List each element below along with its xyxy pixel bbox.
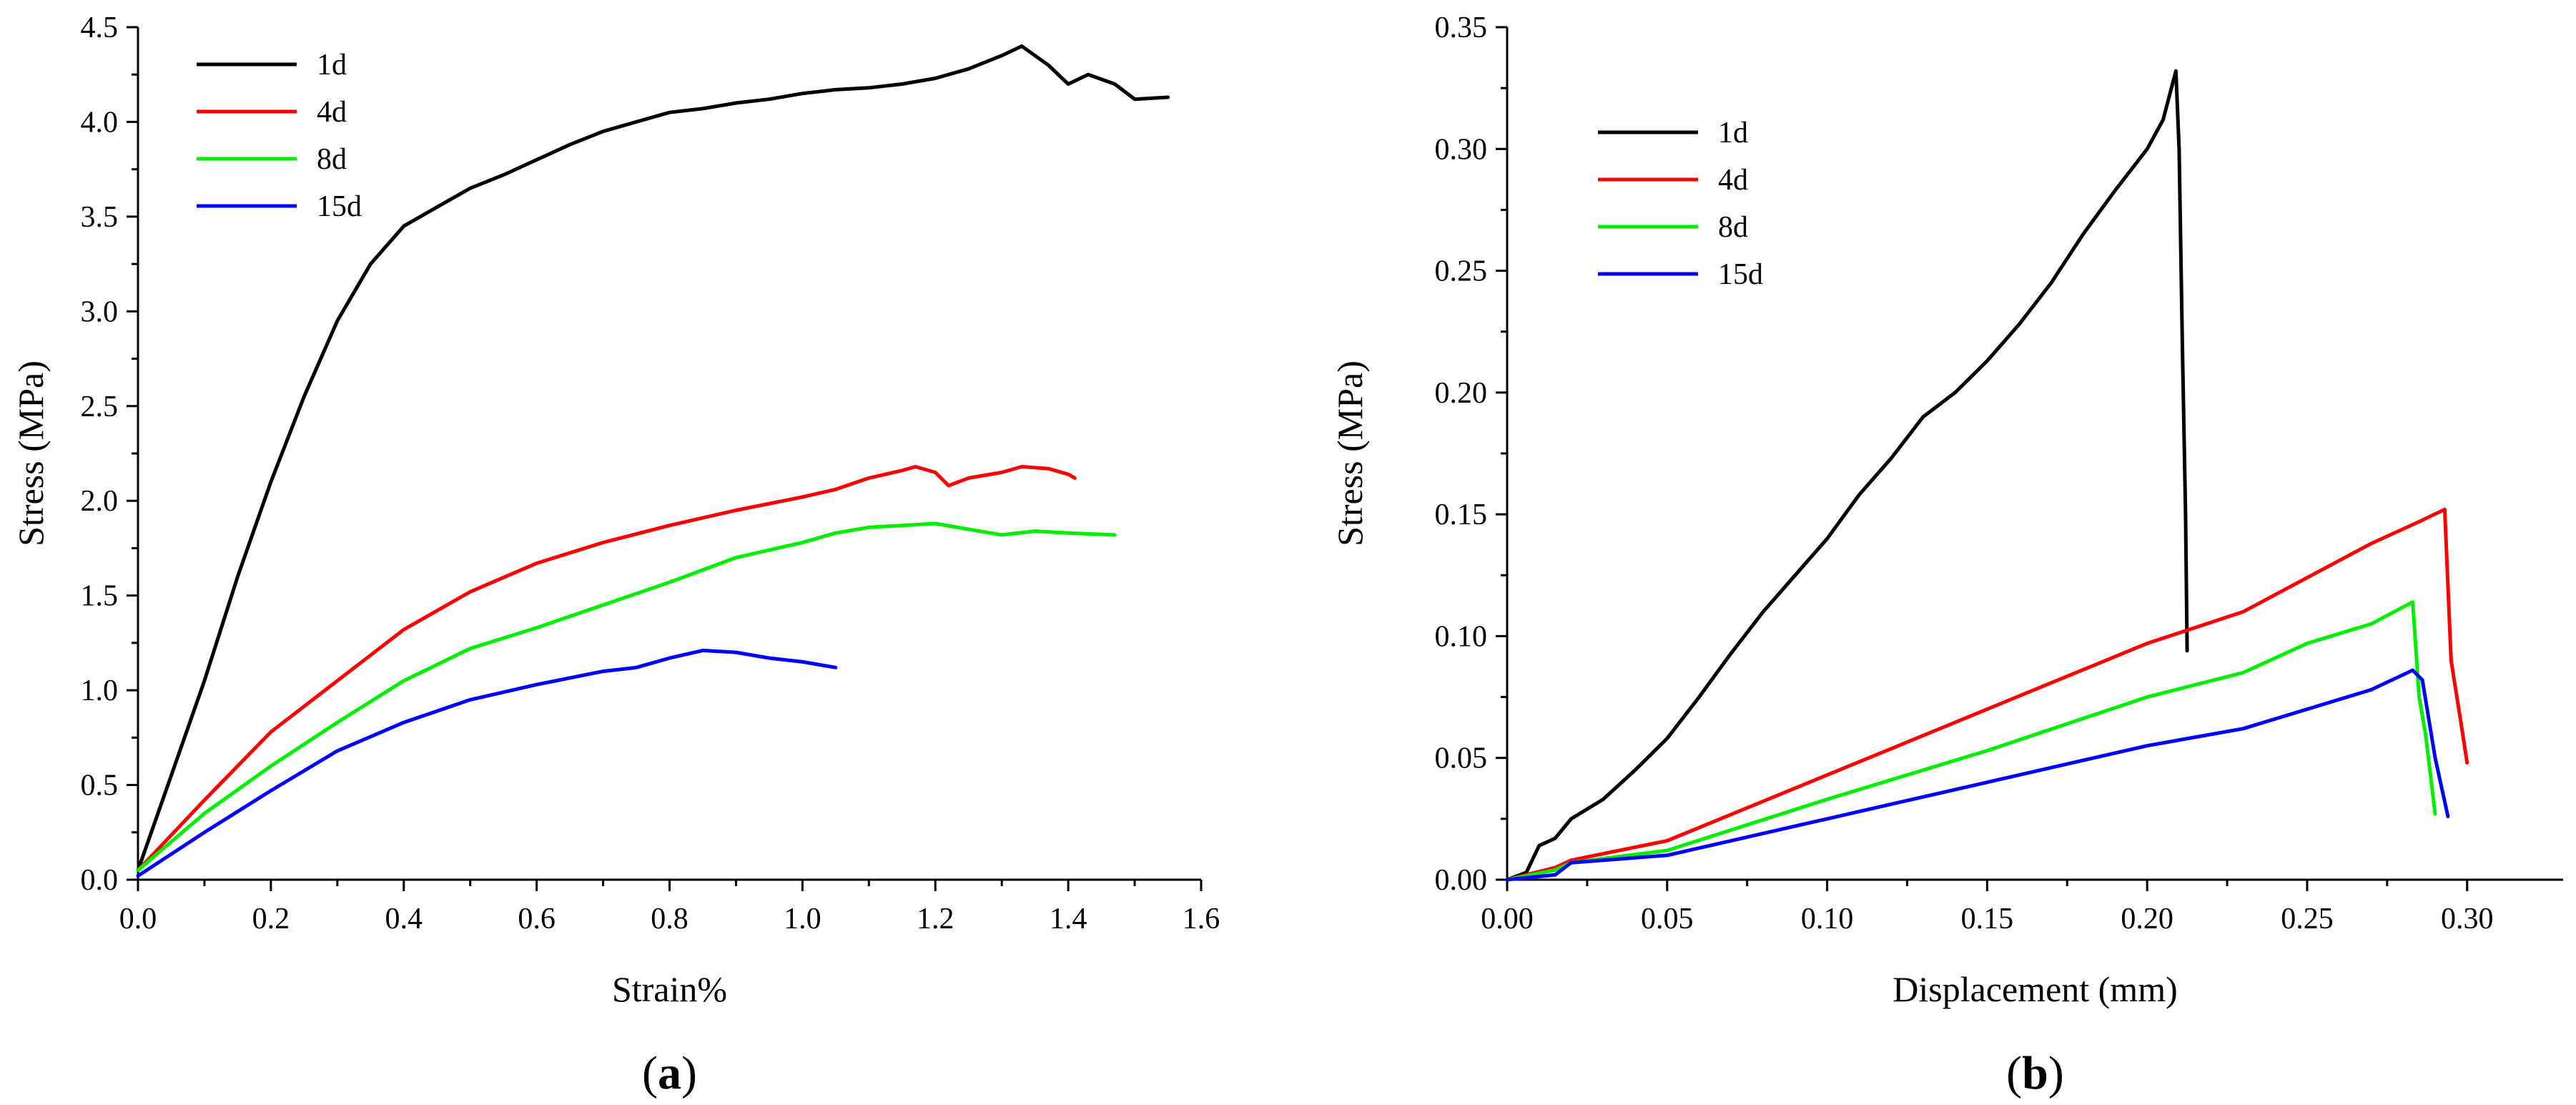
panel-label-letter: a [658, 1047, 681, 1099]
series-line-4d [136, 465, 1077, 873]
x-tick-label: 0.05 [1641, 903, 1694, 935]
chart-panel-b: 0.00 0.05 0.10 0.15 0.20 0.25 0.30 0.35 0.00 0.05… [1330, 11, 2563, 1099]
x-tick-label: 0.2 [252, 903, 290, 935]
y-tick-label: 2.0 [81, 485, 119, 518]
x-tick-label: 0.0 [119, 903, 157, 935]
x-tick-label: 1.2 [917, 903, 954, 935]
y-tick-label: 0.00 [1435, 864, 1488, 897]
x-tick-label: 0.30 [2441, 903, 2494, 935]
y-tick-label: 2.5 [81, 391, 119, 423]
legend: 1d 4d 8d 15d [197, 49, 362, 223]
y-tick-label: 4.0 [81, 106, 119, 139]
x-tick-label: 0.6 [518, 903, 556, 935]
series-line-1d [1505, 69, 2189, 882]
x-tick-label: 1.6 [1183, 903, 1220, 935]
x-tick-label: 0.8 [651, 903, 689, 935]
y-tick-label: 1.0 [81, 674, 119, 707]
legend-label-1d: 1d [1718, 117, 1748, 149]
legend-label-8d: 8d [1718, 211, 1748, 244]
legend-label-4d: 4d [317, 96, 347, 129]
panel-label-open: ( [2006, 1047, 2022, 1099]
legend: 1d 4d 8d 15d [1598, 117, 1763, 291]
legend-label-1d: 1d [317, 49, 347, 82]
x-tick-label: 0.10 [1801, 903, 1854, 935]
x-tick-label: 0.25 [2281, 903, 2334, 935]
legend-label-15d: 15d [317, 190, 362, 223]
chart-panel-a: 0.0 0.5 1.0 1.5 2.0 2.5 3.0 3.5 4.0 4.5 0.0 0.2 0.4 0… [11, 11, 1220, 1099]
y-tick-label: 0.30 [1435, 133, 1488, 166]
legend-label-4d: 4d [1718, 164, 1748, 197]
y-tick-label: 0.05 [1435, 742, 1488, 775]
y-tick-label: 0.35 [1435, 11, 1488, 44]
x-axis-title: Displacement (mm) [1892, 969, 2178, 1009]
x-tick-label: 0.15 [1961, 903, 2014, 935]
x-tick-label: 0.4 [385, 903, 423, 935]
series-line-8d [136, 521, 1117, 873]
x-tick-label: 0.00 [1481, 903, 1534, 935]
panel-label-letter: b [2022, 1047, 2048, 1099]
panel-label-close: ) [681, 1047, 697, 1099]
y-tick-label: 1.5 [81, 580, 119, 613]
series-line-1d [136, 44, 1170, 873]
series-line-8d [1505, 600, 2437, 882]
panel-label: (a) [642, 1047, 697, 1099]
y-tick-label: 3.5 [81, 201, 119, 234]
y-axis-title: Stress (MPa) [11, 360, 51, 546]
y-tick-label: 0.5 [81, 770, 119, 802]
y-tick-label: 0.20 [1435, 377, 1488, 410]
panel-label-open: ( [642, 1047, 658, 1099]
series-line-15d [136, 649, 838, 878]
y-tick-label: 3.0 [81, 295, 119, 328]
legend-label-8d: 8d [317, 143, 347, 176]
y-tick-label: 0.15 [1435, 499, 1488, 531]
y-tick-label: 0.10 [1435, 620, 1488, 653]
x-tick-label: 1.4 [1050, 903, 1087, 935]
panel-label-close: ) [2048, 1047, 2064, 1099]
y-tick-label: 0.0 [81, 864, 119, 897]
y-tick-label: 0.25 [1435, 255, 1488, 288]
series-line-15d [1505, 668, 2450, 882]
y-axis-title: Stress (MPa) [1330, 360, 1370, 546]
panel-label: (b) [2006, 1047, 2064, 1099]
x-axis-title: Strain% [612, 969, 727, 1009]
legend-label-15d: 15d [1718, 258, 1763, 291]
x-tick-label: 1.0 [784, 903, 821, 935]
series-line-4d [1505, 507, 2469, 882]
x-tick-label: 0.20 [2121, 903, 2173, 935]
y-tick-label: 4.5 [81, 11, 119, 44]
